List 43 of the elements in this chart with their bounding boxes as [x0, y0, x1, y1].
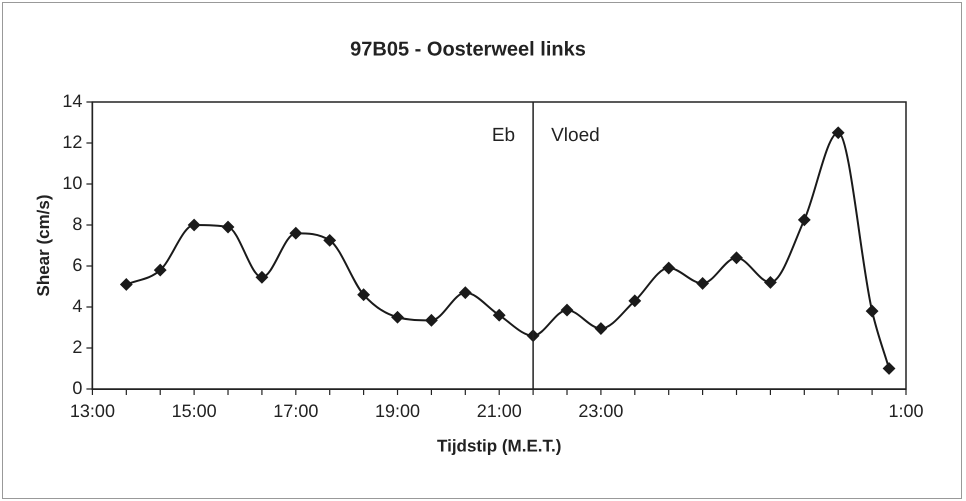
- point: [425, 314, 438, 326]
- annotation: Eb: [492, 125, 516, 146]
- point: [324, 234, 336, 246]
- y-tick-label: 2: [72, 336, 82, 357]
- point: [290, 227, 302, 240]
- point: [459, 286, 472, 299]
- point: [594, 322, 607, 335]
- x-axis-title: Tijdstip (M.E.T.): [437, 436, 562, 456]
- point: [561, 304, 574, 316]
- y-tick-label: 10: [62, 172, 82, 193]
- point: [696, 277, 709, 290]
- y-tick-label: 4: [72, 296, 82, 316]
- point: [120, 278, 132, 290]
- point: [832, 126, 844, 139]
- chart-title: 97B05 - Oosterweel links: [350, 38, 586, 61]
- y-axis-title: Shear (cm/s): [34, 194, 53, 297]
- point: [358, 288, 370, 301]
- y-tick-label: 8: [72, 214, 82, 234]
- y-tick-label: 0: [72, 378, 82, 398]
- point: [730, 252, 743, 264]
- point: [256, 271, 268, 284]
- y-tick-label: 12: [62, 132, 82, 152]
- x-tick-label: 13:00: [70, 400, 115, 421]
- point: [493, 309, 506, 322]
- point: [798, 214, 810, 226]
- point: [883, 362, 896, 374]
- point: [662, 262, 675, 274]
- x-tick-label: 1:00: [888, 400, 924, 421]
- x-tick-label: 21:00: [476, 400, 522, 421]
- annotation: Vloed: [551, 125, 600, 146]
- x-tick-label: 15:00: [172, 400, 217, 421]
- point: [866, 305, 878, 318]
- point: [154, 264, 166, 276]
- x-tick-label: 23:00: [578, 400, 624, 421]
- point: [392, 311, 404, 324]
- x-tick-label: 17:00: [273, 400, 318, 421]
- point: [764, 276, 776, 288]
- point: [222, 221, 234, 234]
- y-tick-label: 6: [72, 254, 82, 275]
- point: [628, 294, 641, 307]
- x-tick-label: 19:00: [374, 400, 420, 421]
- y-tick-label: 14: [62, 90, 82, 111]
- point: [188, 219, 200, 231]
